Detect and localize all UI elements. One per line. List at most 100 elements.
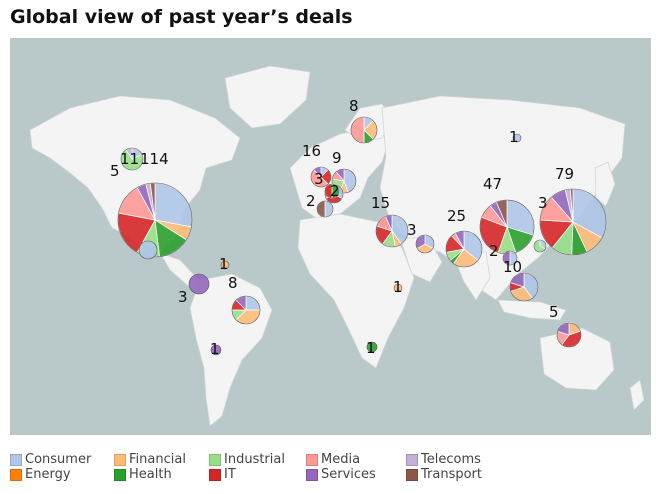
chart-title: Global view of past year’s deals (10, 6, 353, 28)
deal-count-russia: 1 (509, 128, 519, 146)
new-zealand (629, 379, 645, 411)
legend-swatch-transport (406, 468, 418, 481)
pie-slice-health (366, 341, 378, 353)
deal-count-east-africa: 1 (393, 278, 403, 296)
deal-count-singapore-indonesia: 10 (503, 258, 522, 276)
legend-swatch-health (114, 468, 126, 481)
pie-outline (509, 272, 539, 302)
pie-slice-financial (220, 260, 230, 270)
deal-count-middle-east: 15 (371, 194, 390, 212)
deal-count-iberia: 2 (306, 192, 316, 210)
legend-item-it[interactable]: IT (209, 467, 236, 482)
deal-pie-central-america[interactable] (188, 273, 210, 295)
deal-pie-east-africa[interactable] (393, 283, 403, 293)
deal-pie-scandinavia[interactable] (350, 116, 378, 144)
deal-pie-middle-east[interactable] (375, 214, 409, 248)
deal-pie-south-africa[interactable] (366, 341, 378, 353)
deal-pie-argentina[interactable] (210, 344, 222, 356)
deal-count-scandinavia: 8 (349, 97, 359, 115)
pie-outline (533, 239, 547, 253)
legend-item-health[interactable]: Health (114, 467, 172, 482)
legend-item-financial[interactable]: Financial (114, 452, 186, 467)
pie-outline (375, 214, 409, 248)
deal-count-argentina: 1 (210, 340, 220, 358)
deal-pie-us-northwest[interactable] (138, 240, 158, 260)
legend-item-consumer[interactable]: Consumer (10, 452, 91, 467)
deal-pie-brazil[interactable] (231, 295, 261, 325)
pie-outline (324, 183, 340, 199)
legend-label-services: Services (321, 467, 376, 482)
legend-item-media[interactable]: Media (306, 452, 360, 467)
legend-swatch-media (306, 453, 318, 466)
pie-outline (316, 200, 334, 218)
legend-swatch-telecoms (406, 453, 418, 466)
legend-label-transport: Transport (421, 467, 483, 482)
deal-count-caribbean: 1 (219, 255, 229, 273)
deal-count-usa: 114 (140, 150, 169, 168)
pie-outline (117, 182, 193, 258)
deal-pie-benelux[interactable] (331, 168, 357, 194)
deal-pies (117, 116, 607, 356)
pie-outline (556, 322, 582, 348)
pie-outline (231, 295, 261, 325)
deal-pie-southeast-asia[interactable] (502, 250, 518, 266)
deal-pie-japan-korea[interactable] (539, 188, 607, 256)
deal-pie-korea[interactable] (533, 239, 547, 253)
deal-pie-russia[interactable] (512, 133, 522, 143)
legend-item-industrial[interactable]: Industrial (209, 452, 285, 467)
legend-swatch-services (306, 468, 318, 481)
deal-count-uk-ireland: 16 (302, 142, 321, 160)
legend-item-services[interactable]: Services (306, 467, 376, 482)
deal-pie-iberia[interactable] (316, 200, 334, 218)
legend-item-transport[interactable]: Transport (406, 467, 482, 482)
pie-outline (350, 116, 378, 144)
legend-swatch-industrial (209, 453, 221, 466)
deal-pie-canada[interactable] (120, 147, 144, 171)
legend-label-health: Health (129, 467, 172, 482)
indonesia (497, 299, 567, 321)
deal-pie-india[interactable] (445, 230, 483, 268)
deal-count-southeast-asia: 2 (489, 242, 499, 260)
legend-label-media: Media (321, 452, 361, 467)
pie-slice-services (210, 344, 222, 356)
pie-outline (331, 168, 357, 194)
landmasses (29, 65, 645, 427)
pie-slice-financial (393, 283, 403, 293)
deal-count-central-america: 3 (178, 288, 188, 306)
legend-label-financial: Financial (129, 452, 186, 467)
deal-pie-switzerland[interactable] (324, 183, 340, 199)
legend-item-energy[interactable]: Energy (10, 467, 71, 482)
deal-count-brazil: 8 (228, 274, 238, 292)
legend-label-energy: Energy (25, 467, 71, 482)
pie-outline (502, 250, 518, 266)
japan (594, 161, 616, 207)
legend-label-it: IT (224, 467, 236, 482)
deal-count-canada: 11 (120, 150, 139, 168)
deal-pie-caribbean[interactable] (220, 260, 230, 270)
legend-item-telecoms[interactable]: Telecoms (406, 452, 481, 467)
pie-outline (415, 234, 435, 254)
pie-slice-consumer (138, 240, 158, 260)
deal-count-gulf: 3 (407, 221, 417, 239)
deal-count-india: 25 (447, 207, 466, 225)
deal-pie-usa[interactable] (117, 182, 193, 258)
deal-count-benelux: 9 (332, 149, 342, 167)
deal-pie-singapore-indonesia[interactable] (509, 272, 539, 302)
pie-outline (445, 230, 483, 268)
deal-count-us-northwest: 5 (110, 162, 120, 180)
deal-count-france: 3 (314, 170, 324, 188)
deal-pie-uk-ireland[interactable] (310, 166, 332, 188)
legend-swatch-energy (10, 468, 22, 481)
deal-pie-gulf[interactable] (415, 234, 435, 254)
legend-swatch-it (209, 468, 221, 481)
pie-outline (539, 188, 607, 256)
deal-pie-australia[interactable] (556, 322, 582, 348)
deal-pie-china[interactable] (479, 199, 535, 255)
pie-outline (120, 147, 144, 171)
legend-swatch-financial (114, 453, 126, 466)
deal-count-japan-korea: 79 (555, 165, 574, 183)
deal-count-south-africa: 1 (366, 339, 376, 357)
deal-count-switzerland: 2 (330, 182, 340, 200)
